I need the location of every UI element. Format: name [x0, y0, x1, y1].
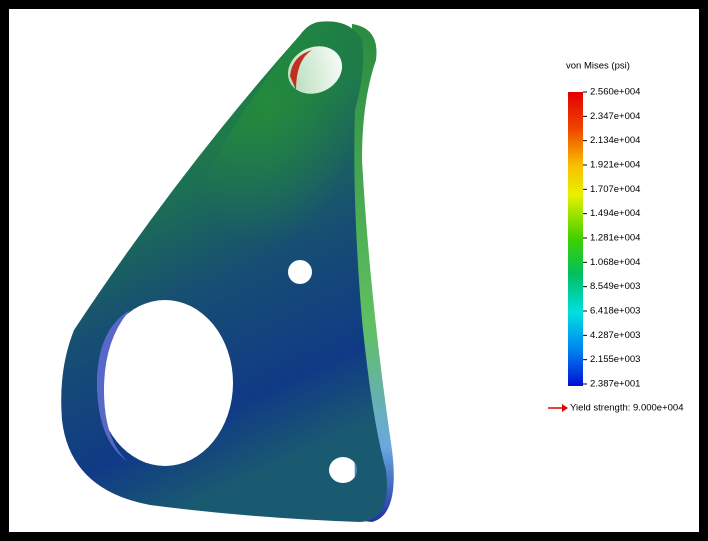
yield-label: Yield strength: 9.000e+004 — [570, 403, 683, 414]
legend-label: 2.155e+003 — [590, 354, 640, 365]
legend-label: 2.387e+001 — [590, 379, 640, 390]
legend-title: von Mises (psi) — [566, 61, 630, 72]
legend-label: 1.068e+004 — [590, 257, 640, 268]
screenshot: von Mises (psi) 2.560e+004 2.347e+004 2.13… — [0, 0, 708, 541]
legend-label: 6.418e+003 — [590, 306, 640, 317]
legend-label: 4.287e+003 — [590, 330, 640, 341]
legend-label: 1.707e+004 — [590, 184, 640, 195]
legend-label: 2.134e+004 — [590, 135, 640, 146]
color-bar — [568, 92, 583, 386]
legend-label: 1.281e+004 — [590, 233, 640, 244]
legend-label: 1.921e+004 — [590, 160, 640, 171]
legend-label: 1.494e+004 — [590, 208, 640, 219]
legend-label: 8.549e+003 — [590, 281, 640, 292]
legend-label: 2.347e+004 — [590, 111, 640, 122]
legend-label: 2.560e+004 — [590, 87, 640, 98]
